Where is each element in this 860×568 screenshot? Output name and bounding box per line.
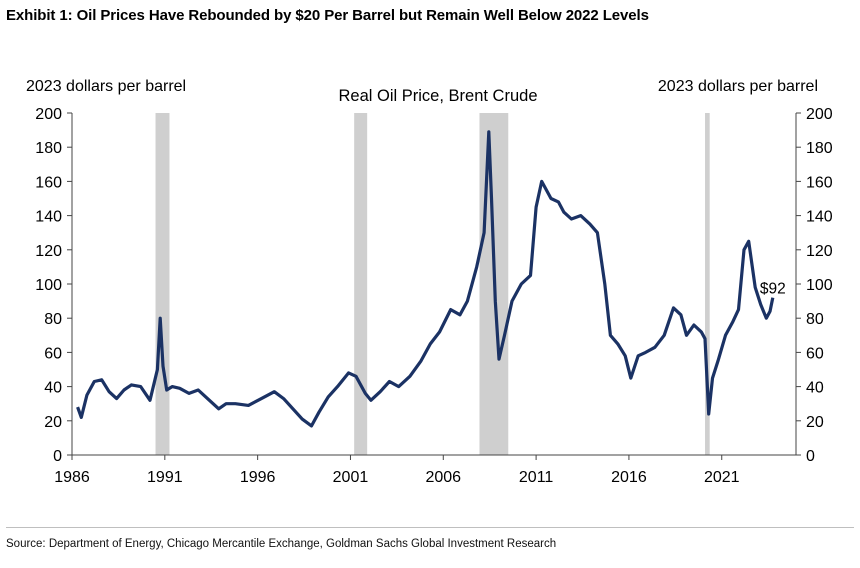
x-tick-label: 2016 xyxy=(611,469,647,486)
tick-group: 0 0 20 20 40 40 60 60 80 80 100 100 120 120 140 140 160 1… xyxy=(35,106,833,486)
y-tick-label-right: 0 xyxy=(806,448,815,465)
y-tick-label-left: 80 xyxy=(44,311,62,328)
recession-band-2 xyxy=(354,113,368,455)
source-note: Source: Department of Energy, Chicago Me… xyxy=(6,538,557,550)
x-tick-label: 2001 xyxy=(333,469,369,486)
chart-axes xyxy=(71,113,797,456)
recession-band-4 xyxy=(705,113,710,455)
y-tick-label-left: 100 xyxy=(35,277,62,294)
y-tick-label-right: 160 xyxy=(806,174,833,191)
exhibit-title: Exhibit 1: Oil Prices Have Rebounded by … xyxy=(6,7,649,24)
x-tick-label: 2006 xyxy=(425,469,461,486)
latest-price-annotation: $92 xyxy=(760,281,786,298)
y-tick-label-left: 40 xyxy=(44,380,62,397)
brent-price-line xyxy=(76,130,775,428)
y-tick-label-left: 160 xyxy=(35,174,62,191)
y-tick-label-right: 120 xyxy=(806,243,833,260)
y-tick-label-left: 140 xyxy=(35,209,62,226)
x-tick-label: 1991 xyxy=(147,469,183,486)
x-tick-label: 1996 xyxy=(240,469,276,486)
y-axis-left-label: 2023 dollars per barrel xyxy=(26,78,186,95)
y-tick-label-right: 60 xyxy=(806,345,824,362)
y-tick-label-left: 200 xyxy=(35,106,62,123)
recession-band-1 xyxy=(155,113,170,455)
y-tick-label-right: 180 xyxy=(806,140,833,157)
chart-title: Real Oil Price, Brent Crude xyxy=(339,87,538,105)
x-tick-label: 2021 xyxy=(704,469,740,486)
x-tick-label: 2011 xyxy=(519,469,554,486)
y-tick-label-left: 60 xyxy=(44,345,62,362)
y-tick-label-left: 0 xyxy=(53,448,62,465)
footer-divider xyxy=(6,527,854,528)
y-tick-label-left: 120 xyxy=(35,243,62,260)
y-tick-label-left: 20 xyxy=(44,414,62,431)
y-tick-label-right: 20 xyxy=(806,414,824,431)
y-tick-label-right: 140 xyxy=(806,209,833,226)
y-tick-label-left: 180 xyxy=(35,140,62,157)
y-tick-label-right: 80 xyxy=(806,311,824,328)
y-axis-right-label: 2023 dollars per barrel xyxy=(658,78,818,95)
y-tick-label-right: 40 xyxy=(806,380,824,397)
y-tick-label-right: 100 xyxy=(806,277,833,294)
y-tick-label-right: 200 xyxy=(806,106,833,123)
x-tick-label: 1986 xyxy=(54,469,90,486)
